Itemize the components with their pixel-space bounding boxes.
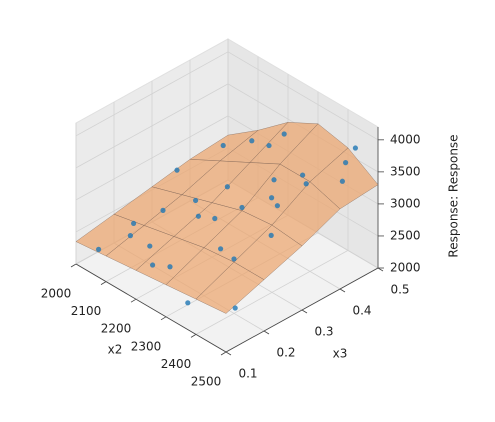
axis-line [225, 267, 379, 353]
scatter-point [249, 138, 255, 144]
scatter-point [269, 195, 275, 201]
axis-line [75, 263, 227, 353]
tick-mark [301, 309, 308, 314]
scatter-point [232, 305, 238, 311]
y-tick-label: 0.5 [390, 283, 409, 297]
scatter-point [212, 215, 218, 222]
tick-mark [225, 351, 232, 356]
y-tick-label: 0.4 [352, 304, 371, 318]
tick-mark [377, 267, 384, 272]
y-axis-label: x3 [333, 347, 348, 361]
x-tick-label: 2200 [101, 322, 132, 336]
scatter-point [224, 184, 230, 190]
grid-line [75, 51, 229, 137]
tick-mark [263, 330, 270, 335]
scatter-point [281, 131, 287, 137]
scatter-point [150, 262, 156, 268]
x-tick-label: 2100 [71, 304, 102, 318]
scatter-point [274, 203, 280, 209]
z-axis-label: Response: Response [447, 134, 461, 257]
scatter-point [167, 264, 173, 270]
scatter-point [174, 167, 180, 173]
scatter-point [266, 142, 272, 149]
grid-line [227, 51, 379, 141]
y-tick-label: 0.1 [238, 367, 257, 381]
scatter-point [300, 172, 306, 178]
z-tick-label: 3500 [390, 164, 421, 178]
scatter-point [193, 197, 199, 204]
scatter-point [239, 204, 245, 211]
scatter-point [352, 145, 358, 151]
y-tick-label: 0.2 [276, 346, 295, 360]
tick-mark [339, 288, 346, 293]
y-tick-label: 0.3 [314, 325, 333, 339]
scatter-point [231, 256, 237, 262]
scatter-point [96, 246, 102, 252]
scatter-point [127, 233, 133, 239]
scatter-point [147, 243, 153, 249]
tick-mark [220, 351, 227, 356]
tick-mark [100, 281, 107, 285]
scatter-point [303, 181, 309, 187]
scatter-point [339, 178, 345, 184]
scatter-point [218, 246, 224, 252]
tick-mark [70, 263, 77, 268]
scatter-point [268, 232, 274, 238]
x-tick-label: 2500 [191, 375, 222, 389]
z-tick-label: 2000 [390, 261, 421, 275]
x-tick-label: 2300 [131, 339, 162, 353]
x-axis-label: x2 [108, 343, 123, 357]
scatter-point [271, 177, 277, 183]
grid-line [75, 83, 229, 169]
z-tick-label: 4000 [390, 132, 421, 146]
scatter-point [160, 207, 166, 213]
x-tick-label: 2400 [161, 357, 192, 371]
tick-mark [190, 334, 197, 338]
scatter-point [220, 142, 226, 149]
scatter-point [195, 213, 201, 219]
x-tick-label: 2000 [41, 287, 72, 301]
z-tick-label: 2500 [390, 228, 421, 242]
scatter-point [131, 220, 137, 227]
surface-patch [195, 261, 265, 314]
scatter-point [343, 160, 349, 166]
grid-line [75, 115, 229, 201]
z-tick-label: 3000 [390, 196, 421, 210]
tick-mark [130, 298, 137, 303]
scatter-point [185, 300, 191, 306]
tick-mark [160, 316, 167, 321]
